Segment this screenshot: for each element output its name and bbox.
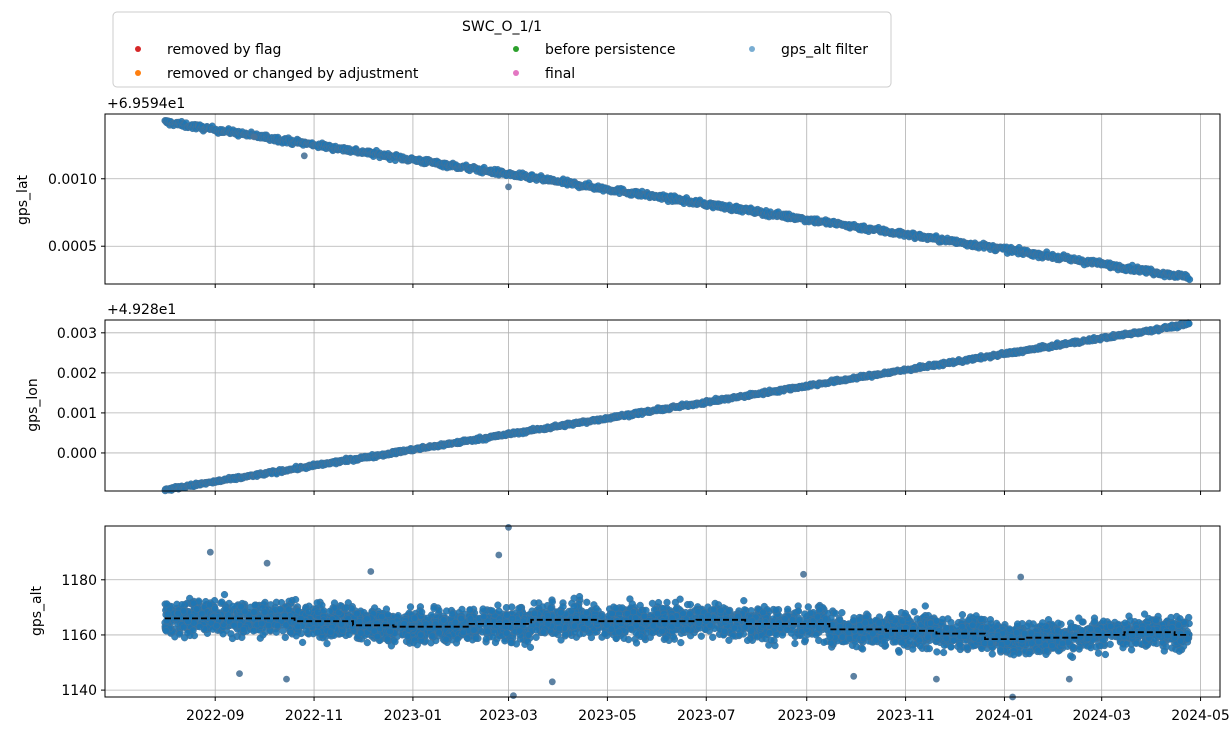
gps-lon-y-axis-label: gps_lon (25, 378, 41, 431)
legend-label-removed-by-flag: removed by flag (167, 42, 281, 58)
y-tick-label: 0.003 (57, 326, 97, 342)
outlier-point (250, 133, 258, 141)
gps-lat-data (161, 117, 1194, 284)
legend-label-before-persistence: before persistence (545, 42, 676, 58)
data-point (921, 602, 929, 610)
legend-marker-final (513, 70, 519, 76)
data-point (988, 650, 996, 658)
data-point (256, 634, 264, 642)
data-point (323, 639, 331, 648)
panel-gps-lat: +6.9594e1 gps_lat 0.0005 0.0010 (15, 96, 1221, 288)
gps-alt-y-axis-label: gps_alt (29, 585, 45, 636)
legend-frame (112, 11, 892, 88)
y-tick-label: 0.002 (57, 366, 97, 382)
data-point (663, 598, 671, 607)
legend-marker-removed-or-changed (135, 70, 141, 76)
legend-label-final: final (545, 66, 575, 82)
legend-label-removed-or-changed: removed or changed by adjustment (167, 66, 419, 82)
data-point (804, 603, 812, 611)
gps-lat-offset-text: +6.9594e1 (107, 96, 185, 112)
data-point (298, 638, 307, 647)
data-point (494, 601, 502, 609)
legend-label-gps-alt-filter: gps_alt filter (781, 42, 868, 58)
gps-lat-y-axis-label: gps_lat (15, 174, 31, 225)
data-point (575, 592, 584, 601)
data-point (530, 599, 538, 607)
gps-lon-offset-text: +4.928e1 (107, 302, 176, 318)
legend-marker-gps-alt-filter (749, 46, 755, 52)
legend-marker-before-persistence (513, 46, 519, 52)
legend: SWC_O_1/1 removed by flag removed or cha… (112, 11, 892, 88)
data-point (406, 603, 415, 611)
data-point (711, 599, 719, 608)
data-point (281, 633, 289, 642)
data-point (583, 598, 591, 606)
data-point (220, 590, 229, 599)
legend-title: SWC_O_1/1 (462, 19, 542, 35)
y-tick-label: 0.0010 (48, 172, 97, 188)
gps-lat-grid (105, 114, 1220, 284)
series-gps-alt-filter-points (161, 117, 1194, 284)
outlier-point (505, 183, 512, 191)
data-point (1185, 275, 1194, 284)
data-point (958, 611, 967, 619)
y-tick-label: 0.0005 (48, 239, 97, 255)
data-point (1185, 320, 1193, 328)
y-tick-label: 0.001 (57, 406, 97, 422)
data-point (913, 615, 921, 623)
data-point (933, 648, 941, 656)
legend-marker-removed-by-flag (135, 46, 141, 52)
outlier-point (300, 152, 308, 160)
y-tick-label: 0.000 (57, 446, 97, 462)
data-point (654, 598, 663, 607)
